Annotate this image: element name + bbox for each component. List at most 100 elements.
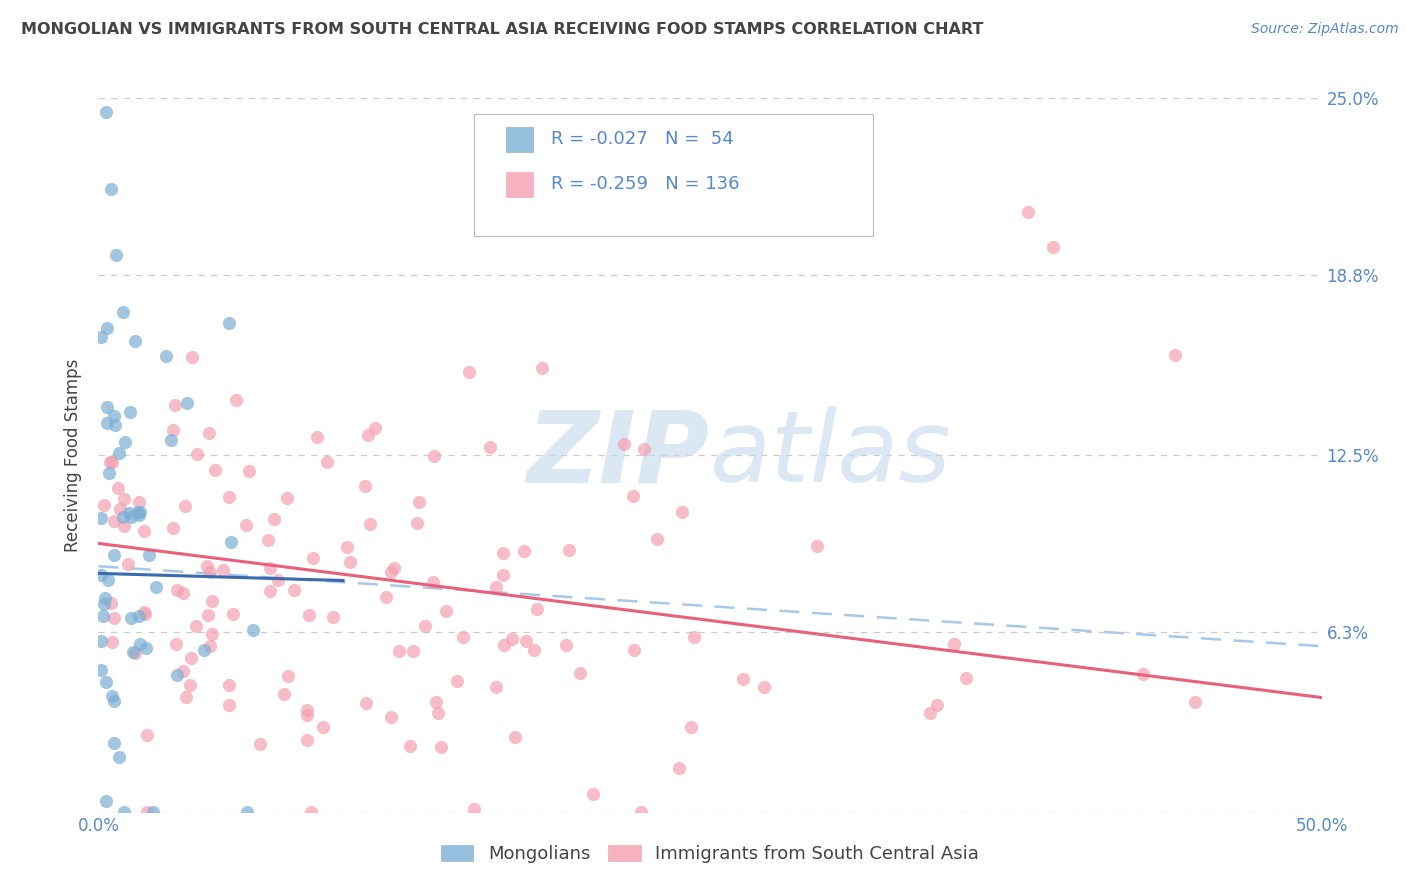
Point bbox=[219, 535, 242, 549]
Point bbox=[90, 330, 112, 344]
Point bbox=[503, 730, 526, 744]
Point bbox=[112, 492, 135, 507]
Point bbox=[142, 805, 165, 819]
Point bbox=[124, 334, 146, 348]
Point bbox=[312, 720, 335, 734]
Point bbox=[526, 601, 548, 615]
Point bbox=[336, 540, 359, 554]
Point bbox=[107, 750, 129, 764]
Point bbox=[117, 557, 139, 571]
Point bbox=[129, 637, 152, 651]
Point bbox=[97, 466, 120, 480]
Point bbox=[363, 421, 385, 435]
Point bbox=[752, 681, 775, 695]
Point bbox=[276, 491, 298, 505]
Point bbox=[180, 651, 202, 665]
Point bbox=[225, 393, 247, 408]
Point bbox=[160, 433, 183, 447]
Point bbox=[134, 605, 156, 619]
Point bbox=[354, 479, 377, 493]
Point bbox=[204, 463, 226, 477]
Point bbox=[630, 805, 652, 819]
Point bbox=[925, 698, 948, 713]
Point bbox=[235, 518, 257, 533]
Point bbox=[112, 805, 135, 819]
Point bbox=[103, 694, 125, 708]
Point bbox=[405, 516, 427, 530]
Point bbox=[423, 450, 446, 464]
Point bbox=[94, 591, 117, 606]
Point bbox=[316, 455, 339, 469]
Point bbox=[200, 565, 222, 579]
Point bbox=[426, 706, 449, 721]
Point bbox=[295, 732, 318, 747]
Point bbox=[259, 561, 281, 575]
Point bbox=[122, 645, 145, 659]
Point bbox=[218, 678, 240, 692]
Y-axis label: Receiving Food Stamps: Receiving Food Stamps bbox=[65, 359, 83, 551]
Text: Source: ZipAtlas.com: Source: ZipAtlas.com bbox=[1251, 22, 1399, 37]
Point bbox=[382, 561, 405, 575]
Point bbox=[98, 455, 121, 469]
Point bbox=[201, 594, 224, 608]
Point bbox=[463, 802, 485, 816]
Point bbox=[103, 515, 125, 529]
Point bbox=[479, 440, 502, 454]
Point bbox=[806, 539, 828, 553]
Point bbox=[451, 630, 474, 644]
Point bbox=[91, 609, 114, 624]
Point bbox=[302, 551, 325, 566]
Point bbox=[399, 739, 422, 754]
Point bbox=[128, 495, 150, 509]
Point bbox=[107, 481, 129, 495]
Point bbox=[96, 320, 118, 334]
Point bbox=[558, 543, 581, 558]
Point bbox=[299, 805, 322, 819]
Point bbox=[90, 511, 112, 525]
Point bbox=[197, 426, 219, 441]
Point bbox=[1164, 348, 1187, 362]
Point bbox=[295, 703, 318, 717]
Point bbox=[1132, 666, 1154, 681]
Text: R = -0.027   N =  54: R = -0.027 N = 54 bbox=[551, 130, 734, 148]
Point bbox=[434, 604, 457, 618]
Legend: Mongolians, Immigrants from South Central Asia: Mongolians, Immigrants from South Centra… bbox=[433, 838, 987, 871]
FancyBboxPatch shape bbox=[474, 114, 873, 235]
Point bbox=[93, 597, 115, 611]
Point bbox=[100, 689, 122, 703]
FancyBboxPatch shape bbox=[506, 127, 533, 152]
Point bbox=[485, 580, 508, 594]
Point bbox=[555, 638, 578, 652]
Point bbox=[128, 609, 150, 624]
Point bbox=[283, 583, 305, 598]
Point bbox=[103, 549, 125, 563]
Point bbox=[388, 643, 411, 657]
Point bbox=[124, 646, 146, 660]
Point bbox=[645, 532, 668, 546]
Point bbox=[134, 607, 156, 621]
Point bbox=[401, 644, 423, 658]
Point bbox=[668, 761, 690, 775]
Point bbox=[114, 434, 136, 449]
Point bbox=[198, 640, 221, 654]
Point bbox=[94, 675, 117, 690]
Point bbox=[375, 590, 398, 604]
Point bbox=[135, 640, 157, 655]
Point bbox=[218, 317, 240, 331]
Point bbox=[108, 446, 131, 460]
Point bbox=[491, 546, 513, 560]
Point bbox=[298, 607, 321, 622]
Point bbox=[582, 787, 605, 801]
Point bbox=[238, 464, 260, 478]
Point bbox=[100, 596, 122, 610]
Point bbox=[356, 428, 378, 442]
Point bbox=[90, 567, 112, 582]
Point bbox=[195, 558, 218, 573]
Point bbox=[90, 664, 112, 678]
Point bbox=[277, 669, 299, 683]
Point bbox=[569, 665, 592, 680]
Point bbox=[163, 399, 186, 413]
Point bbox=[181, 351, 204, 365]
Point bbox=[166, 583, 188, 598]
Point bbox=[172, 664, 194, 678]
